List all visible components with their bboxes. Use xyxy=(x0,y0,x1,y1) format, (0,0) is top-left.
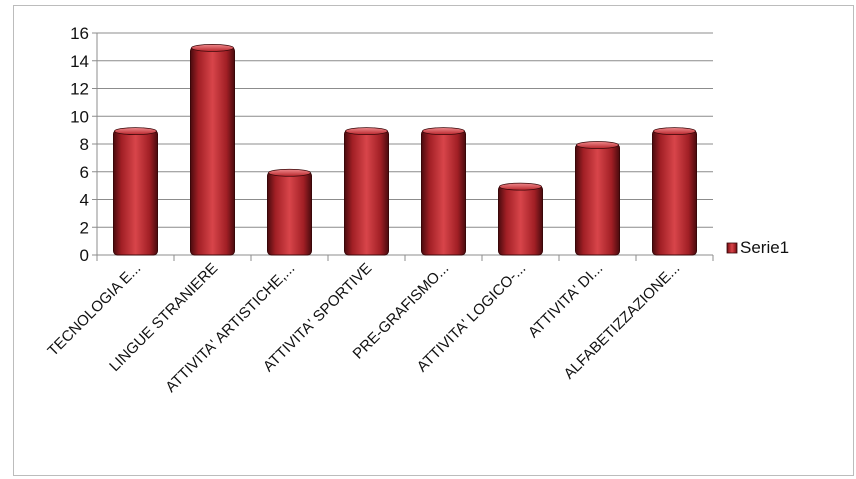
bar xyxy=(421,127,466,256)
legend: Serie1 xyxy=(726,238,789,257)
y-tick-label: 0 xyxy=(80,246,89,265)
y-tick-label: 6 xyxy=(80,163,89,182)
bar xyxy=(652,127,697,256)
y-tick-label: 12 xyxy=(70,80,89,99)
y-tick-label: 8 xyxy=(80,135,89,154)
bar xyxy=(344,127,389,256)
bars xyxy=(113,43,697,256)
bar xyxy=(498,182,543,256)
y-tick-label: 16 xyxy=(70,24,89,43)
x-category-label: ATTIVITA' DI... xyxy=(525,260,606,341)
bar xyxy=(267,168,312,256)
bar xyxy=(575,141,620,256)
bar xyxy=(113,127,158,256)
gridlines xyxy=(97,32,713,228)
y-tick-label: 10 xyxy=(70,107,89,126)
bar xyxy=(190,43,235,256)
y-tick-label: 4 xyxy=(80,191,89,210)
x-category-label: ATTIVITA' ARTISTICHE,... xyxy=(162,260,298,396)
legend-swatch xyxy=(726,242,738,254)
y-tick-label: 14 xyxy=(70,52,89,71)
legend-label: Serie1 xyxy=(740,238,789,257)
y-tick-label: 2 xyxy=(80,218,89,237)
